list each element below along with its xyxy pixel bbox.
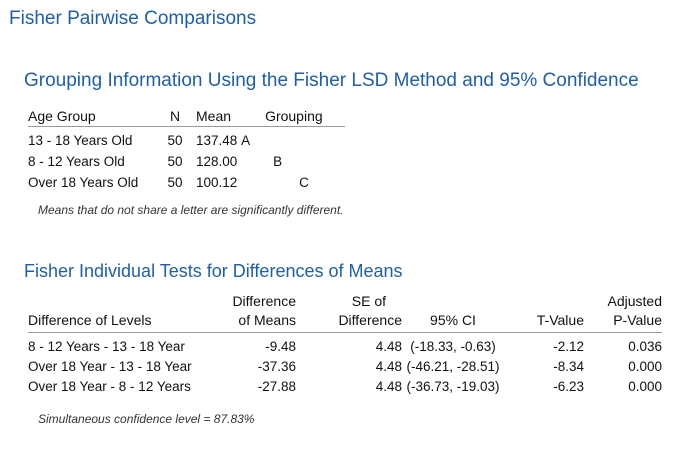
age-group-cell: Over 18 Years Old	[28, 175, 139, 190]
se-cell: 4.48	[375, 378, 402, 394]
ci-cell: (-18.33, -0.63)	[410, 338, 496, 354]
mean-cell: 100.12	[186, 172, 265, 193]
table-row: 8 - 12 Years - 13 - 18 Year -9.48 4.48 (…	[28, 333, 662, 357]
table-row: Over 18 Year - 8 - 12 Years -27.88 4.48 …	[28, 376, 662, 396]
age-group-cell: 8 - 12 Years Old	[28, 154, 125, 169]
header-mean: Mean	[186, 106, 266, 127]
header-t-value: T-Value	[504, 311, 584, 333]
mean-value: 128.00	[196, 154, 238, 169]
grouping-cell: B	[265, 151, 345, 172]
levels-cell: 8 - 12 Years - 13 - 18 Year	[28, 338, 185, 354]
t-value-cell: -2.12	[553, 338, 584, 354]
grouping-note: Means that do not share a letter are sig…	[38, 203, 344, 217]
age-group-cell: 13 - 18 Years Old	[28, 133, 133, 148]
page-title: Fisher Pairwise Comparisons	[9, 8, 257, 29]
header-se-difference: Difference	[296, 311, 402, 333]
header-of-means: of Means	[218, 311, 296, 333]
mean-value: 100.12	[196, 175, 238, 190]
confidence-note: Simultaneous confidence level = 87.83%	[38, 412, 255, 426]
header-adjusted: Adjusted	[607, 293, 662, 309]
se-cell: 4.48	[375, 358, 402, 374]
grouping-section-title: Grouping Information Using the Fisher LS…	[24, 70, 639, 91]
ci-cell: (-36.73, -19.03)	[406, 378, 500, 394]
p-value-cell: 0.000	[628, 378, 662, 394]
diff-cell: -27.88	[257, 378, 296, 394]
grouping-letter: B	[273, 154, 283, 169]
header-blank	[402, 292, 504, 311]
se-cell: 4.48	[375, 338, 402, 354]
fisher-section-title: Fisher Individual Tests for Differences …	[24, 261, 403, 281]
table-row: 13 - 18 Years Old 50 137.48 A	[28, 127, 345, 152]
header-blank	[28, 292, 218, 311]
t-value-cell: -8.34	[553, 358, 584, 374]
grouping-header-row: Age Group N Mean Grouping	[28, 106, 346, 127]
grouping-cell	[265, 127, 345, 152]
fisher-header-row-1: Difference SE of Adjusted	[28, 292, 662, 311]
grouping-cell: C	[265, 172, 345, 193]
table-row: Over 18 Years Old 50 100.12 C	[28, 172, 345, 193]
grouping-letter: A	[241, 133, 251, 148]
n-cell: 50	[167, 175, 183, 190]
diff-cell: -9.48	[265, 338, 296, 354]
header-blank	[504, 292, 584, 311]
header-difference: Difference	[232, 293, 296, 309]
t-value-cell: -6.23	[553, 378, 584, 394]
levels-cell: Over 18 Year - 8 - 12 Years	[28, 378, 191, 394]
header-n: N	[164, 106, 186, 127]
header-p-value: P-Value	[584, 311, 662, 333]
header-grouping: Grouping	[265, 106, 346, 127]
header-se-of: SE of	[351, 293, 386, 309]
header-difference-of-levels: Difference of Levels	[28, 311, 218, 333]
levels-cell: Over 18 Year - 13 - 18 Year	[28, 358, 192, 374]
p-value-cell: 0.000	[628, 358, 662, 374]
table-row: Over 18 Year - 13 - 18 Year -37.36 4.48 …	[28, 356, 662, 376]
n-cell: 50	[167, 154, 183, 169]
diff-cell: -37.36	[257, 358, 296, 374]
mean-value: 137.48	[196, 133, 238, 148]
header-age-group: Age Group	[28, 106, 164, 127]
mean-cell: 128.00	[186, 151, 265, 172]
ci-cell: (-46.21, -28.51)	[406, 358, 500, 374]
p-value-cell: 0.036	[628, 338, 662, 354]
grouping-letter: C	[299, 175, 309, 190]
n-cell: 50	[167, 133, 183, 148]
mean-cell: 137.48 A	[186, 127, 265, 152]
fisher-tests-table: Difference SE of Adjusted Difference of …	[28, 292, 662, 396]
header-ci: 95% CI	[402, 311, 504, 333]
fisher-header-row-2: Difference of Levels of Means Difference…	[28, 311, 662, 333]
table-row: 8 - 12 Years Old 50 128.00 B	[28, 151, 345, 172]
grouping-table: Age Group N Mean Grouping 13 - 18 Years …	[28, 106, 346, 193]
